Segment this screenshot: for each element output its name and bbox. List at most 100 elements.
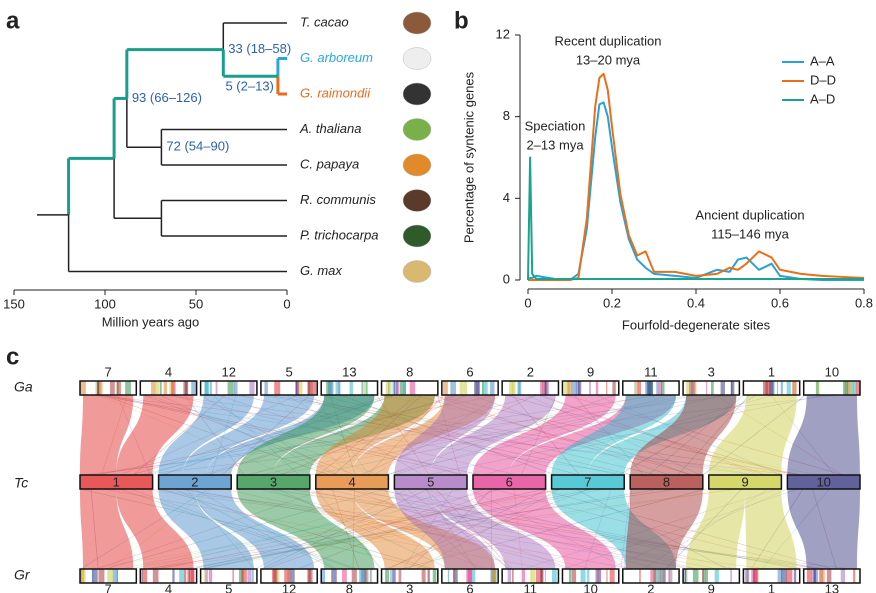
chromosome-band xyxy=(156,381,160,395)
chromosome-band xyxy=(794,381,796,395)
chromosome-label: 8 xyxy=(346,581,353,593)
chromosome-band xyxy=(393,381,398,395)
chromosome-band xyxy=(399,569,401,583)
panel-label: c xyxy=(6,343,19,370)
species-icon xyxy=(403,261,431,283)
chromosome-label: 4 xyxy=(348,474,355,489)
chromosome-band xyxy=(691,381,693,395)
chromosome-band xyxy=(366,381,368,395)
species-icon xyxy=(403,190,431,212)
chromosome-label: 9 xyxy=(708,581,715,593)
chromosome-band xyxy=(460,381,464,395)
x-tick-label: 0.2 xyxy=(603,295,621,310)
chromosome-label: 12 xyxy=(282,581,296,593)
chromosome-band xyxy=(589,381,591,395)
chromosome-band xyxy=(518,381,520,395)
annotation: Speciation xyxy=(525,118,586,133)
species-icon xyxy=(403,154,431,176)
chromosome-label: 2 xyxy=(191,474,198,489)
chromosome-band xyxy=(693,569,699,583)
chromosome-label: 5 xyxy=(427,474,434,489)
panel-label: b xyxy=(454,7,469,34)
chromosome-band xyxy=(819,569,822,583)
chromosome-band xyxy=(322,569,325,583)
chromosome-band xyxy=(552,569,557,583)
species-icon xyxy=(403,48,431,70)
chromosome-band xyxy=(610,569,615,583)
chromosome-band xyxy=(787,569,793,583)
chromosome-band xyxy=(171,381,175,395)
chromosome-band xyxy=(818,381,819,395)
x-tick-label: 100 xyxy=(94,296,116,311)
chromosome-band xyxy=(405,381,406,395)
leaf-label: R. communis xyxy=(300,192,376,207)
x-tick-label: 0 xyxy=(524,295,531,310)
chromosome-band xyxy=(328,381,333,395)
chromosome-label: 3 xyxy=(270,474,277,489)
x-tick-label: 0.6 xyxy=(771,295,789,310)
chromosome-band xyxy=(841,569,845,583)
chromosome-label: 9 xyxy=(741,474,748,489)
chromosome-band xyxy=(141,569,143,583)
chromosome-band xyxy=(685,569,686,583)
chromosome-band xyxy=(184,569,186,583)
chromosome-band xyxy=(433,569,437,583)
chromosome-band xyxy=(97,381,99,395)
chromosome-band xyxy=(656,381,658,395)
x-tick-label: 0 xyxy=(283,296,290,311)
chromosome-band xyxy=(428,569,430,583)
node-label: 93 (66–126) xyxy=(132,90,202,105)
page: {"chart_data": [ {"type": "tree", "panel… xyxy=(0,0,876,593)
chromosome-label: 8 xyxy=(663,474,670,489)
chromosome-label: 10 xyxy=(583,581,597,593)
chromosome-band xyxy=(160,381,162,395)
chromosome-band xyxy=(474,381,480,395)
chromosome-band xyxy=(81,569,85,583)
chromosome-band xyxy=(483,381,488,395)
chromosome-band xyxy=(794,569,796,583)
chromosome-label: 6 xyxy=(506,474,513,489)
chromosome-band xyxy=(99,569,105,583)
chromosome-band xyxy=(385,569,389,583)
node-label: 5 (2–13) xyxy=(225,79,273,94)
leaf-label: P. trichocarpa xyxy=(300,227,379,242)
chromosome-band xyxy=(777,381,778,395)
track-label: Tc xyxy=(14,475,28,491)
chromosome-band xyxy=(567,381,572,395)
chromosome xyxy=(442,381,498,395)
chromosome-band xyxy=(647,381,653,395)
chromosome-band xyxy=(634,381,635,395)
chromosome-band xyxy=(464,381,468,395)
chromosome-band xyxy=(763,381,768,395)
track-label: Ga xyxy=(14,379,33,395)
chromosome-band xyxy=(711,381,714,395)
chromosome-band xyxy=(545,569,546,583)
chromosome-band xyxy=(706,381,707,395)
panel-label: a xyxy=(6,7,20,34)
chromosome-band xyxy=(606,569,607,583)
species-icon xyxy=(403,119,431,141)
annotation: Recent duplication xyxy=(555,33,662,48)
chromosome-band xyxy=(252,569,254,583)
chromosome-band xyxy=(390,569,392,583)
chromosome-band xyxy=(386,381,392,395)
x-axis-title: Million years ago xyxy=(102,314,200,329)
chromosome-band xyxy=(843,381,848,395)
chromosome-band xyxy=(117,381,119,395)
legend-label: A–D xyxy=(810,91,835,106)
chromosome-band xyxy=(331,569,337,583)
chromosome-label: 3 xyxy=(708,364,715,379)
chromosome-band xyxy=(392,569,396,583)
y-tick-label: 8 xyxy=(503,108,510,123)
chromosome-band xyxy=(482,381,483,395)
chromosome-band xyxy=(702,569,704,583)
chromosome-label: 12 xyxy=(222,364,236,379)
chromosome-band xyxy=(658,569,660,583)
chromosome-band xyxy=(453,569,455,583)
chromosome-band xyxy=(606,381,607,395)
chromosome-band xyxy=(172,569,174,583)
x-tick-label: 150 xyxy=(3,296,25,311)
leaf-label: G. max xyxy=(300,263,342,278)
chromosome-band xyxy=(853,569,855,583)
leaf-label: A. thaliana xyxy=(299,121,361,136)
